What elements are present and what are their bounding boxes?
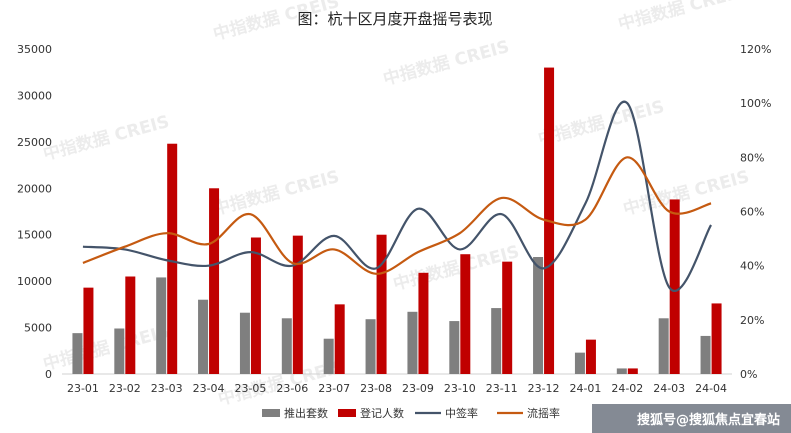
bar-registrations bbox=[125, 276, 136, 374]
legend-swatch bbox=[338, 409, 356, 417]
bar-supply bbox=[449, 321, 460, 374]
watermark-text: 中指数据 CREIS bbox=[41, 321, 172, 375]
watermark-text: 中指数据 CREIS bbox=[381, 36, 512, 90]
bar-supply bbox=[72, 333, 83, 374]
watermark-text: 中指数据 CREIS bbox=[616, 0, 747, 35]
bars-layer bbox=[72, 67, 722, 375]
bar-supply bbox=[114, 328, 125, 374]
left-tick-label: 10000 bbox=[17, 275, 52, 288]
x-tick-label: 23-08 bbox=[360, 382, 392, 395]
bar-supply bbox=[658, 318, 669, 374]
x-tick-label: 23-06 bbox=[276, 382, 308, 395]
x-tick-label: 23-05 bbox=[234, 382, 266, 395]
x-tick-label: 23-02 bbox=[109, 382, 141, 395]
x-tick-label: 23-07 bbox=[318, 382, 350, 395]
x-tick-label: 24-04 bbox=[695, 382, 727, 395]
bar-registrations bbox=[418, 272, 429, 374]
x-tick-label: 24-03 bbox=[653, 382, 685, 395]
x-tick-label: 23-10 bbox=[444, 382, 476, 395]
bar-registrations bbox=[334, 304, 345, 374]
x-tick-label: 23-11 bbox=[486, 382, 518, 395]
right-tick-label: 60% bbox=[740, 206, 764, 219]
bar-registrations bbox=[83, 287, 94, 374]
right-tick-label: 40% bbox=[740, 260, 764, 273]
bar-registrations bbox=[460, 254, 471, 374]
right-tick-label: 20% bbox=[740, 314, 764, 327]
lines-layer bbox=[82, 100, 713, 292]
right-tick-label: 100% bbox=[740, 97, 771, 110]
watermark-text: 中指数据 CREIS bbox=[536, 96, 667, 150]
watermark-text: 中指数据 CREIS bbox=[211, 166, 342, 220]
bar-supply bbox=[156, 277, 167, 374]
bar-supply bbox=[533, 257, 544, 374]
left-tick-label: 15000 bbox=[17, 229, 52, 242]
x-tick-label: 23-09 bbox=[402, 382, 434, 395]
legend-label: 中签率 bbox=[445, 406, 478, 420]
watermark-layer: 中指数据 CREIS 中指数据 CREIS 中指数据 CREIS 中指数据 CREIS… bbox=[41, 0, 752, 410]
bar-supply bbox=[239, 312, 250, 374]
bar-supply bbox=[700, 335, 711, 374]
legend-swatch bbox=[262, 409, 280, 417]
legend-label: 流摇率 bbox=[527, 406, 560, 420]
legend-label: 推出套数 bbox=[284, 406, 328, 420]
x-axis: 23-01 23-02 23-03 23-04 23-05 23-06 23-07 23-08… bbox=[62, 373, 732, 395]
bar-supply bbox=[198, 299, 209, 374]
bar-supply bbox=[491, 308, 502, 374]
left-axis: 0 5000 10000 15000 20000 25000 30000 35000 bbox=[17, 43, 52, 381]
credit-text: 搜狐号@搜狐焦点宜春站 bbox=[637, 412, 780, 428]
right-tick-label: 0% bbox=[740, 368, 757, 381]
bar-registrations bbox=[209, 188, 220, 374]
bar-supply bbox=[323, 338, 334, 374]
bar-registrations bbox=[627, 368, 638, 374]
bar-supply bbox=[365, 319, 376, 374]
right-tick-label: 120% bbox=[740, 43, 771, 56]
credit-background bbox=[592, 404, 791, 433]
x-tick-label: 23-03 bbox=[151, 382, 183, 395]
x-tick-label: 24-02 bbox=[611, 382, 643, 395]
left-tick-label: 35000 bbox=[17, 43, 52, 56]
bar-registrations bbox=[250, 237, 261, 374]
bar-supply bbox=[616, 368, 627, 374]
x-tick-label: 23-01 bbox=[67, 382, 99, 395]
x-tick-label: 23-12 bbox=[528, 382, 560, 395]
bar-supply bbox=[407, 311, 418, 374]
left-tick-label: 25000 bbox=[17, 136, 52, 149]
bar-supply bbox=[281, 318, 292, 374]
bar-registrations bbox=[669, 199, 680, 374]
line-unsold-rate bbox=[82, 156, 712, 275]
bar-registrations bbox=[502, 261, 513, 374]
left-tick-label: 0 bbox=[45, 368, 52, 381]
bar-registrations bbox=[167, 143, 178, 374]
right-axis: 0% 20% 40% 60% 80% 100% 120% bbox=[740, 43, 771, 381]
chart-title: 图：杭十区月度开盘摇号表现 bbox=[297, 10, 492, 28]
legend: 推出套数 登记人数 中签率 流摇率 bbox=[262, 406, 560, 420]
line-win-rate bbox=[82, 100, 713, 292]
bar-registrations bbox=[376, 234, 387, 374]
bar-registrations bbox=[585, 339, 596, 374]
left-tick-label: 20000 bbox=[17, 182, 52, 195]
watermark-text: 中指数据 CREIS bbox=[41, 111, 172, 165]
credit-overlay: 搜狐号@搜狐焦点宜春站 bbox=[592, 404, 791, 433]
x-tick-label: 24-01 bbox=[569, 382, 601, 395]
legend-label: 登记人数 bbox=[360, 406, 404, 420]
left-tick-label: 30000 bbox=[17, 89, 52, 102]
left-tick-label: 5000 bbox=[24, 322, 52, 335]
bar-supply bbox=[574, 352, 585, 374]
x-tick-label: 23-04 bbox=[193, 382, 225, 395]
bar-registrations bbox=[711, 303, 722, 374]
right-tick-label: 80% bbox=[740, 151, 764, 164]
bar-registrations bbox=[292, 235, 303, 374]
